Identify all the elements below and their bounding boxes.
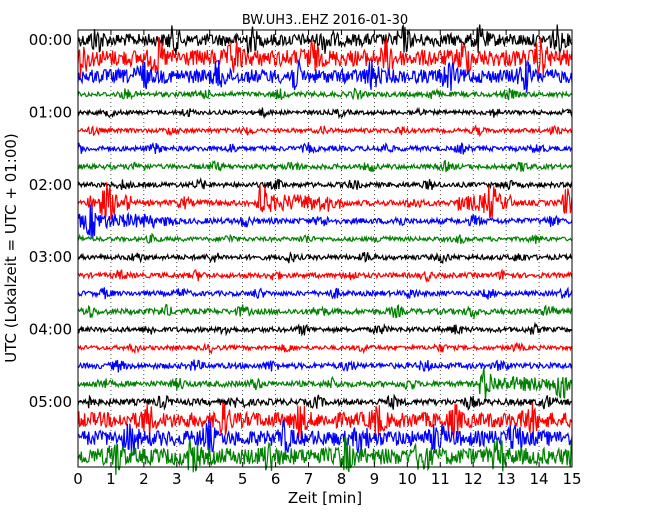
x-tick-label: 4 — [205, 470, 215, 488]
x-tick-label: 12 — [464, 470, 483, 488]
y-tick-label: 00:00 — [29, 31, 72, 49]
x-tick-label: 9 — [370, 470, 380, 488]
trace-line — [77, 251, 573, 265]
trace-line — [77, 367, 573, 401]
x-tick-label: 1 — [106, 470, 116, 488]
x-tick-label: 15 — [562, 470, 581, 488]
trace-line — [77, 59, 573, 93]
y-tick-label: 02:00 — [29, 176, 72, 194]
x-tick-label: 5 — [238, 470, 248, 488]
seismic-traces — [77, 23, 573, 475]
trace-line — [77, 176, 573, 191]
x-tick-label: 13 — [497, 470, 516, 488]
trace-line — [77, 286, 573, 300]
x-tick-label: 0 — [73, 470, 83, 488]
y-tick-label: 05:00 — [29, 393, 72, 411]
trace-line — [77, 232, 573, 245]
trace-line — [77, 268, 573, 284]
plot-frame — [77, 29, 573, 468]
trace-line — [77, 182, 573, 220]
y-axis-label: UTC (Lokalzeit = UTC + 01:00) — [2, 133, 20, 363]
trace-line — [77, 204, 573, 239]
chart-title: BW.UH3..EHZ 2016-01-30 — [242, 13, 408, 28]
x-tick-label: 2 — [139, 470, 149, 488]
y-tick-label: 04:00 — [29, 321, 72, 339]
trace-line — [77, 87, 573, 101]
trace-line — [77, 159, 573, 173]
trace-line — [77, 359, 573, 373]
trace-line — [77, 303, 573, 320]
x-tick-label: 11 — [431, 470, 450, 488]
x-axis-label: Zeit [min] — [288, 489, 362, 507]
trace-line — [77, 37, 573, 78]
trace-line — [77, 401, 573, 440]
grid-lines — [110, 30, 540, 467]
x-tick-label: 14 — [530, 470, 549, 488]
x-tick-label: 8 — [337, 470, 347, 488]
trace-line — [77, 124, 573, 138]
trace-line — [77, 436, 573, 475]
y-axis-ticks: 00:00 01:00 02:00 03:00 04:00 05:00 — [29, 31, 572, 411]
y-tick-label: 01:00 — [29, 103, 72, 121]
x-tick-label: 10 — [398, 470, 417, 488]
x-axis-ticks: 0 1 2 3 4 5 6 7 8 9 10 11 12 13 14 15 — [73, 30, 582, 488]
trace-line — [77, 342, 573, 355]
x-tick-label: 3 — [172, 470, 182, 488]
trace-line — [77, 321, 573, 337]
trace-line — [77, 106, 573, 120]
trace-line — [77, 141, 573, 155]
y-tick-label: 03:00 — [29, 248, 72, 266]
trace-line — [77, 419, 573, 457]
trace-line — [77, 23, 573, 55]
trace-line — [77, 393, 572, 411]
x-tick-label: 6 — [271, 470, 281, 488]
x-tick-label: 7 — [304, 470, 314, 488]
